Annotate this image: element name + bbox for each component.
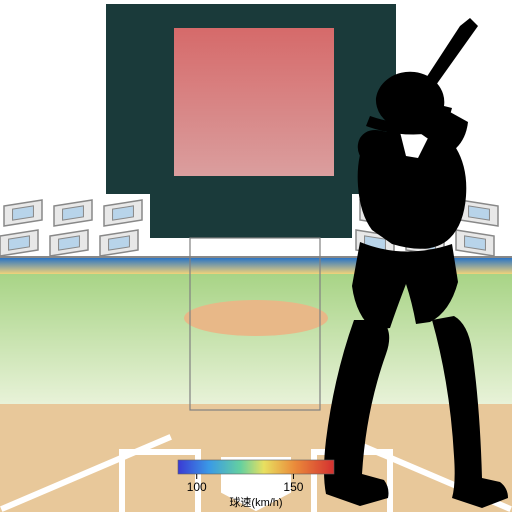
scoreboard-screen xyxy=(174,28,334,176)
scene-svg: 100 150球速(km/h) xyxy=(0,0,512,512)
legend-tick: 150 xyxy=(283,480,303,494)
baseball-strike-zone-diagram: 100 150球速(km/h) xyxy=(0,0,512,512)
legend-label: 球速(km/h) xyxy=(229,495,282,509)
pitchers-mound xyxy=(184,300,328,336)
legend-tick: 100 xyxy=(187,480,207,494)
